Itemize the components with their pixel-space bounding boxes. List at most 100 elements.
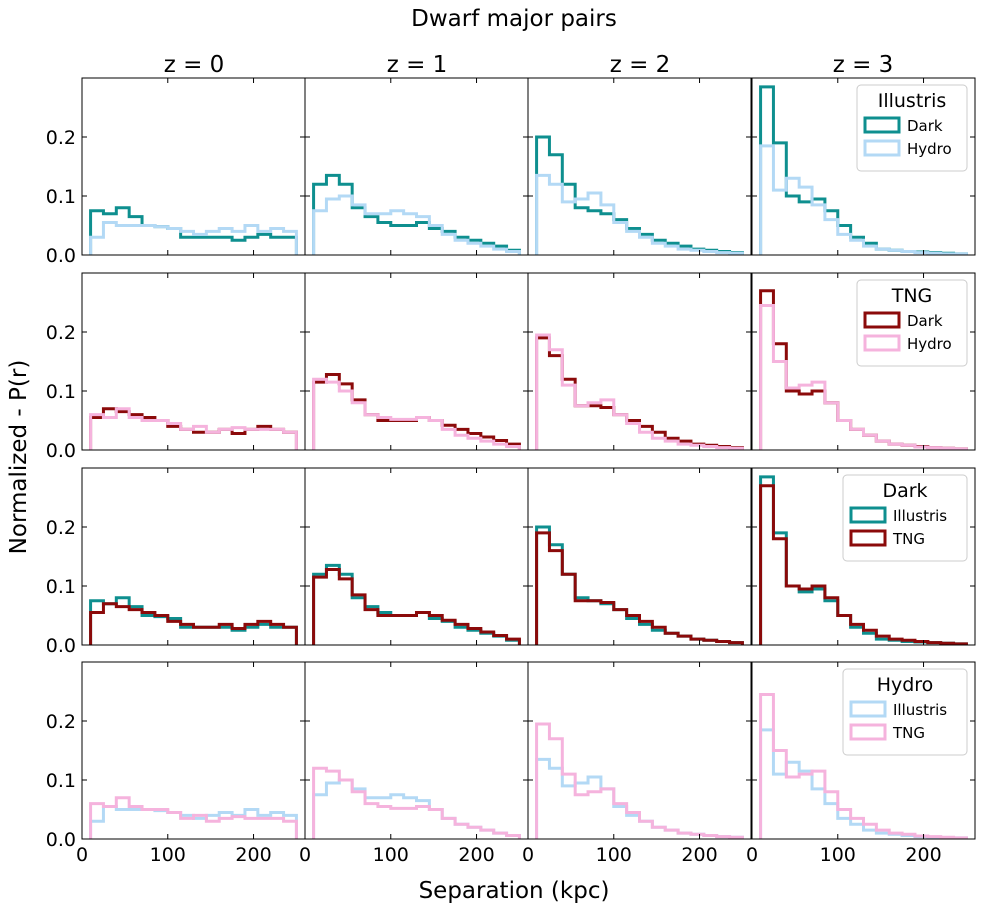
- panel-frame: [81, 272, 306, 451]
- legend-box: [842, 668, 968, 756]
- y-tick-label: 0.1: [46, 381, 76, 403]
- legend-swatch: [863, 116, 901, 134]
- y-tick-label: 0.0: [46, 245, 76, 267]
- legend-box: [842, 474, 968, 562]
- y-tick-label: 0.0: [46, 829, 76, 851]
- column-titles: z = 0 z = 1 z = 2 z = 3: [164, 52, 894, 78]
- y-tick-label: 0.2: [46, 127, 76, 149]
- legend-label: Dark: [907, 117, 943, 135]
- panel-frame: [751, 272, 976, 451]
- histogram-illustris-hydro: [535, 757, 744, 839]
- histogram-illustris-hydro: [312, 194, 521, 255]
- histogram-tng-dark: [312, 567, 521, 645]
- panel-frame: [751, 77, 976, 256]
- column-title: z = 0: [164, 52, 225, 78]
- histogram-tng-dark: [89, 602, 298, 645]
- histogram-tng-hydro: [759, 692, 968, 840]
- legend-swatch: [849, 723, 887, 741]
- panel-frame: [304, 77, 529, 256]
- histogram-tng-hydro: [312, 766, 521, 839]
- histogram-tng-hydro: [535, 333, 744, 450]
- legend: Illustris Dark Hydro: [856, 84, 968, 172]
- panel-frame: [304, 272, 529, 451]
- panel-r1-c0: 0.0 0.1 0.2: [46, 272, 306, 462]
- histogram-tng-dark: [759, 484, 968, 646]
- legend-swatch: [849, 700, 887, 718]
- panel-frame: [751, 661, 976, 840]
- panel-r0-c1: [304, 77, 529, 256]
- panel-frame: [527, 467, 752, 646]
- histogram-illustris-hydro: [535, 173, 744, 255]
- panel-frame: [527, 661, 752, 840]
- legend-title: Illustris: [878, 90, 947, 112]
- legend-swatch: [849, 506, 887, 524]
- legend-swatch: [863, 139, 901, 157]
- legend-label: Hydro: [907, 140, 952, 158]
- panel-frame: [304, 467, 529, 646]
- legend-title: Dark: [882, 480, 927, 502]
- histogram-illustris-dark: [535, 525, 744, 645]
- histogram-illustris-hydro: [759, 144, 968, 256]
- y-tick-label: 0.0: [46, 440, 76, 462]
- legend-title: TNG: [891, 285, 933, 307]
- legend-swatch: [849, 529, 887, 547]
- panel-r3-c0: 0 100 200 0.0 0.1 0.2: [46, 661, 306, 866]
- x-axis-label: Separation (kpc): [419, 878, 610, 904]
- legend-swatch: [863, 311, 901, 329]
- panel-frame: [751, 467, 976, 646]
- legend-label: Hydro: [907, 335, 952, 353]
- panel-r2-c3: Dark Illustris TNG: [751, 467, 976, 646]
- legend-label: Illustris: [893, 701, 947, 719]
- histogram-tng-hydro: [89, 407, 298, 450]
- x-tick-label: 100: [596, 844, 632, 866]
- histogram-tng-hydro: [312, 377, 521, 450]
- panel-r1-c3: TNG Dark Hydro: [751, 272, 976, 451]
- legend-label: TNG: [892, 724, 925, 742]
- panel-r3-c1: 0 100 200: [299, 661, 529, 866]
- y-tick-label: 0.0: [46, 635, 76, 657]
- histogram-tng-hydro: [89, 796, 298, 839]
- legend-label: TNG: [892, 530, 925, 548]
- legend: Dark Illustris TNG: [842, 474, 968, 562]
- legend: TNG Dark Hydro: [856, 279, 968, 367]
- legend: Hydro Illustris TNG: [842, 668, 968, 756]
- y-tick-label: 0.2: [46, 322, 76, 344]
- panel-frame: [304, 661, 529, 840]
- legend-label: Illustris: [893, 507, 947, 525]
- histogram-tng-dark: [312, 372, 521, 450]
- legend-label: Dark: [907, 312, 943, 330]
- panel-r3-c3: 0 100 200 Hydro Illustris TNG: [746, 661, 976, 866]
- panel-r0-c2: [527, 77, 752, 256]
- y-tick-label: 0.2: [46, 711, 76, 733]
- panel-r0-c3: Illustris Dark Hydro: [751, 77, 976, 256]
- panel-r3-c2: 0 100 200: [522, 661, 752, 866]
- column-title: z = 2: [610, 52, 671, 78]
- x-tick-label: 0: [746, 844, 758, 866]
- legend-title: Hydro: [877, 674, 934, 696]
- x-tick-label: 200: [681, 844, 717, 866]
- panel-frame: [527, 77, 752, 256]
- legend-swatch: [863, 334, 901, 352]
- figure-title: Dwarf major pairs: [411, 6, 617, 32]
- y-tick-label: 0.1: [46, 770, 76, 792]
- y-axis-label: Normalized - P(r): [6, 360, 32, 555]
- panel-r2-c0: 0.0 0.1 0.2: [46, 467, 306, 657]
- panel-r0-c0: 0.0 0.1 0.2: [46, 77, 306, 267]
- x-tick-label: 200: [905, 844, 941, 866]
- x-tick-label: 0: [522, 844, 534, 866]
- panel-r2-c1: [304, 467, 529, 646]
- legend-box: [856, 84, 968, 172]
- histogram-tng-hydro: [535, 722, 744, 839]
- x-tick-label: 200: [235, 844, 271, 866]
- x-tick-label: 100: [373, 844, 409, 866]
- y-tick-label: 0.1: [46, 576, 76, 598]
- x-tick-label: 100: [820, 844, 856, 866]
- column-title: z = 3: [833, 52, 894, 78]
- histogram-illustris-hydro: [89, 805, 298, 839]
- panel-r1-c1: [304, 272, 529, 451]
- histogram-tng-hydro: [759, 303, 968, 451]
- panel-r2-c2: [527, 467, 752, 646]
- histogram-illustris-hydro: [89, 221, 298, 255]
- x-tick-label: 200: [458, 844, 494, 866]
